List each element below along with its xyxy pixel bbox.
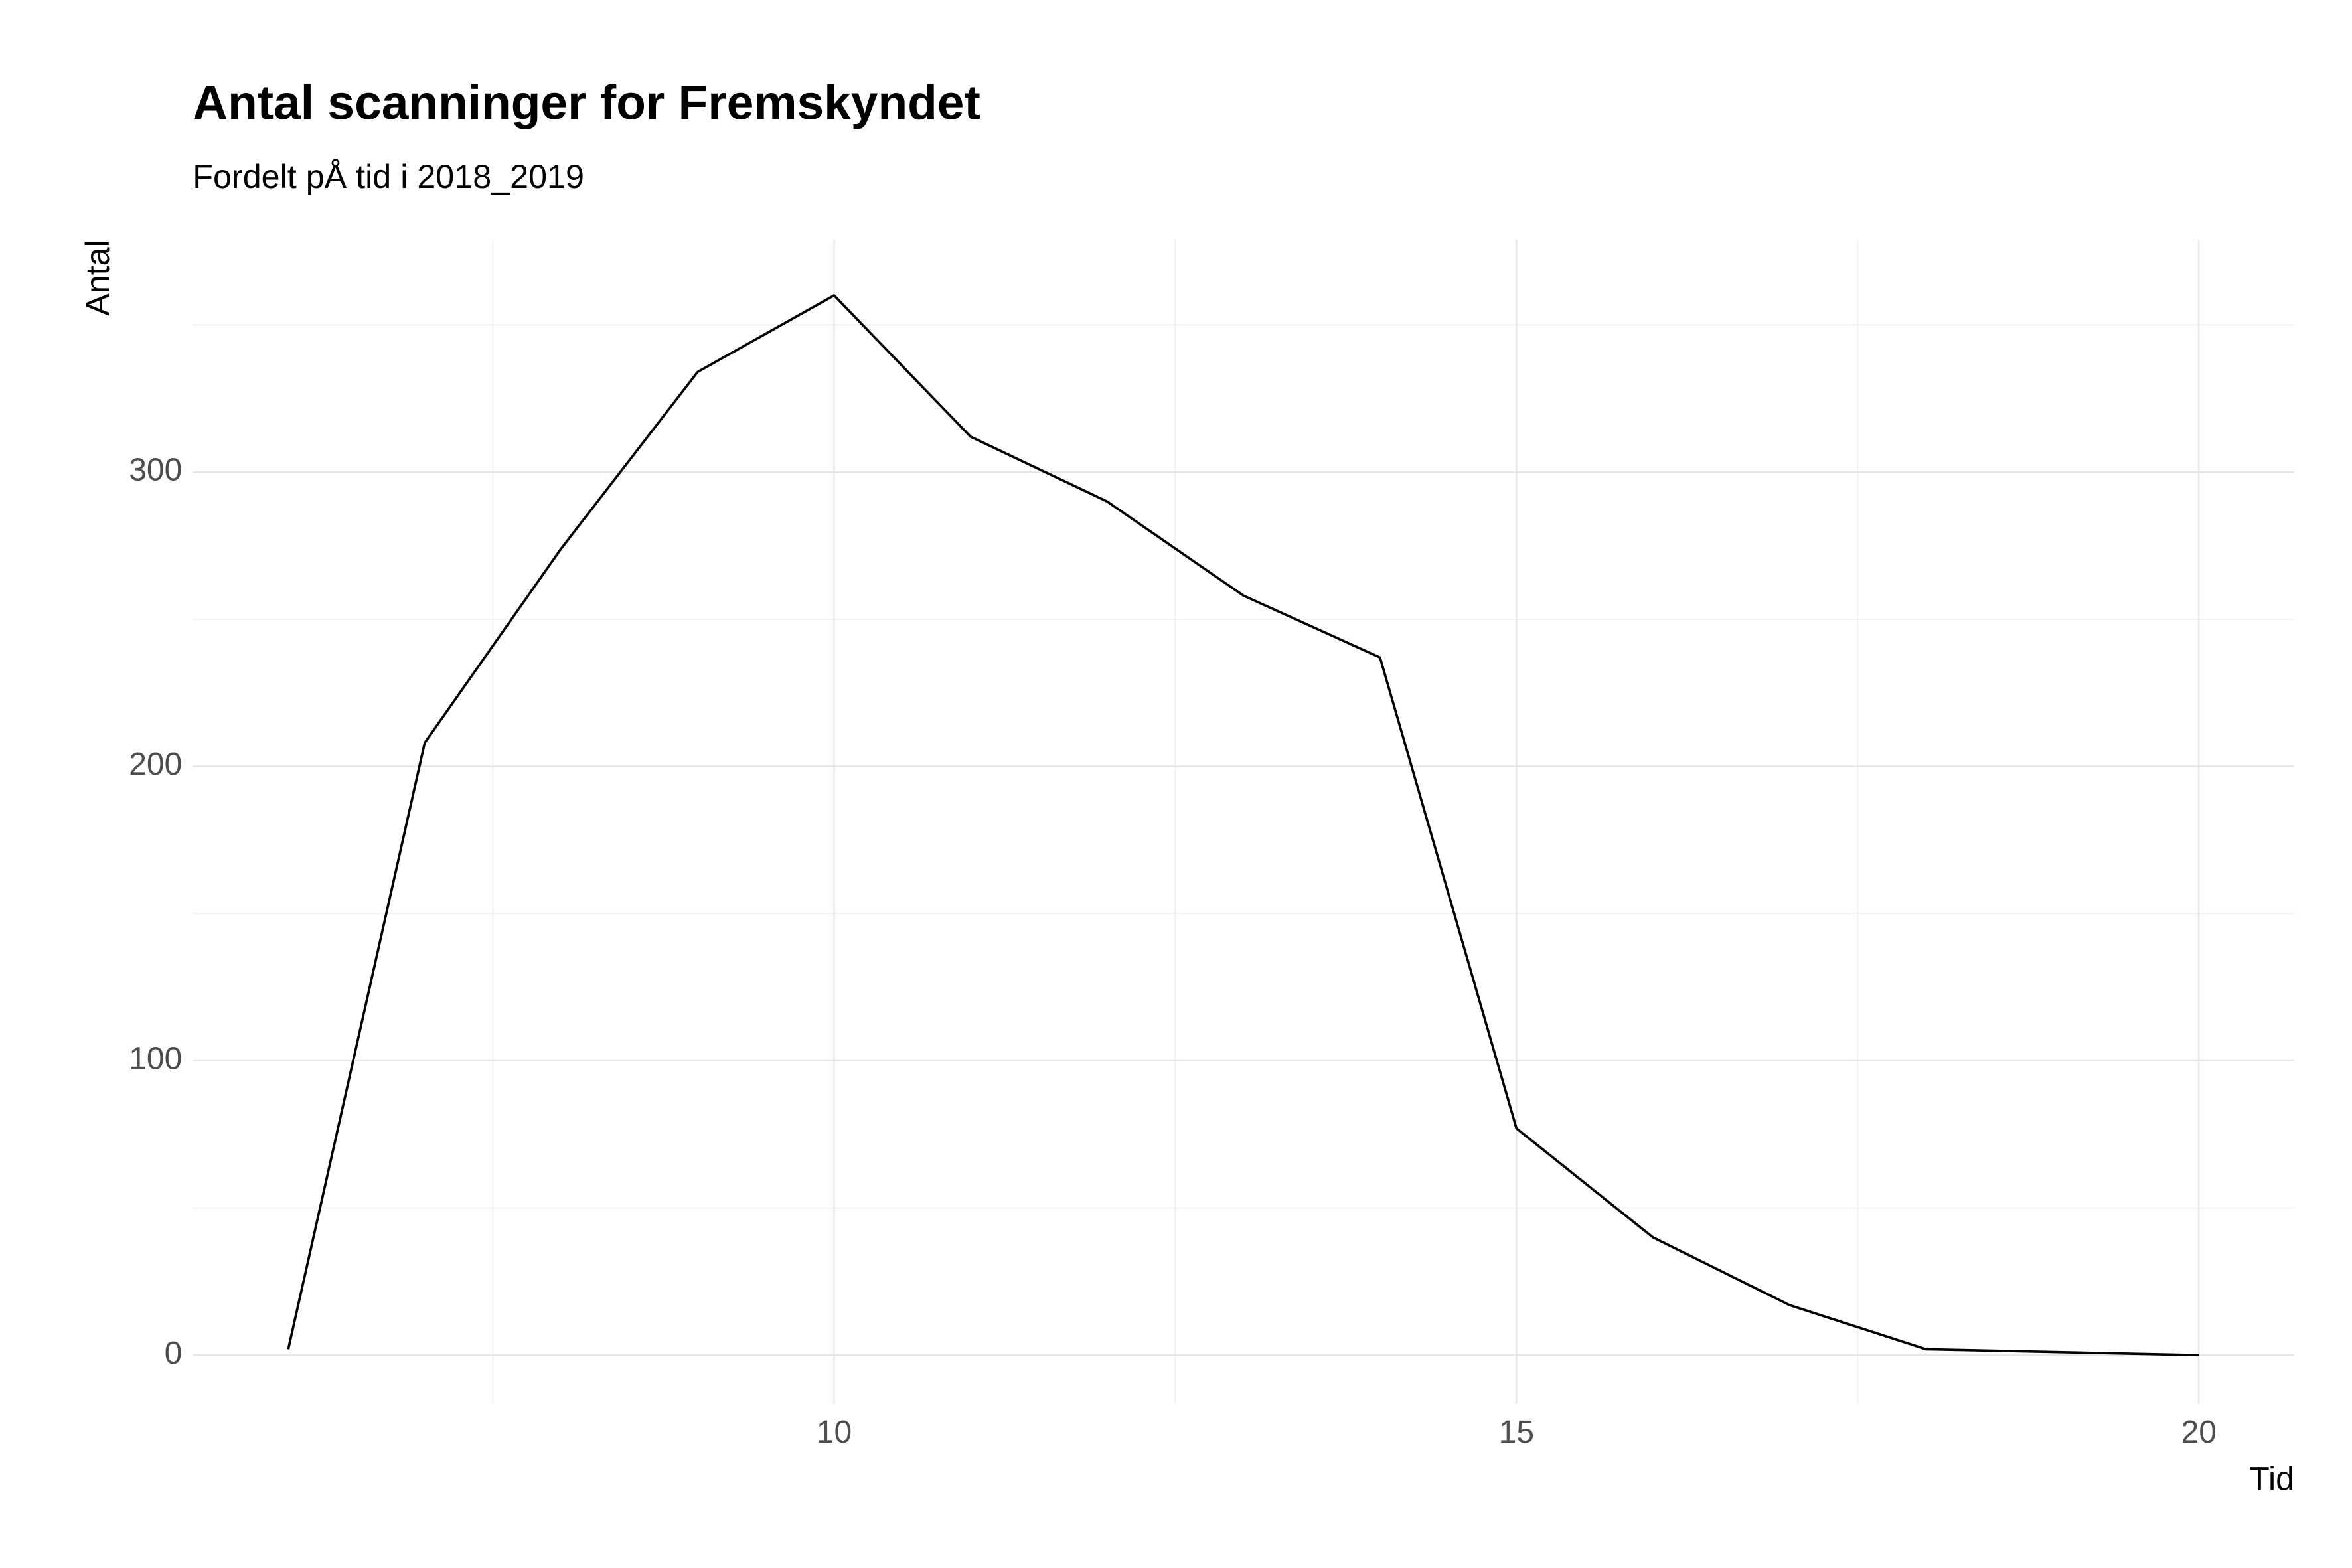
chart-title: Antal scanninger for Fremskyndet <box>193 76 980 129</box>
x-axis-label: Tid <box>2249 1459 2294 1497</box>
x-tick-label: 20 <box>2181 1415 2217 1450</box>
grid: 0 100 200 300 10 15 20 <box>129 240 2295 1450</box>
y-axis-label: Antal <box>78 240 116 316</box>
x-tick-label: 15 <box>1499 1415 1534 1450</box>
plot <box>287 294 2199 1357</box>
line <box>287 294 2199 1357</box>
x-tick-label: 10 <box>817 1415 852 1450</box>
y-tick-label: 100 <box>129 1042 182 1077</box>
y-tick-label: 0 <box>165 1336 183 1371</box>
chart-subtitle: Fordelt pÅ tid i 2018_2019 <box>193 157 584 195</box>
y-tick-label: 200 <box>129 747 182 782</box>
y-tick-label: 300 <box>129 453 182 488</box>
